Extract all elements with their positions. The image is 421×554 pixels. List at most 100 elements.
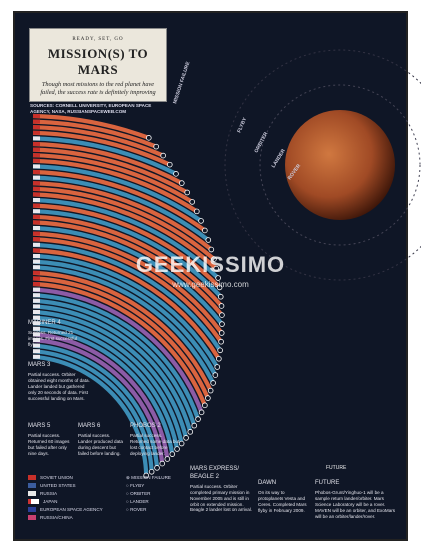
end-marker xyxy=(216,284,223,291)
band xyxy=(32,192,218,271)
end-marker xyxy=(179,180,185,186)
end-marker xyxy=(169,451,176,457)
flag xyxy=(33,237,40,242)
end-marker xyxy=(153,143,159,150)
legend-item: SOVIET UNION xyxy=(40,475,73,480)
flag xyxy=(33,287,40,292)
legend-item: ROVER xyxy=(130,507,147,512)
end-marker xyxy=(189,199,196,205)
orbit xyxy=(259,84,421,246)
future-label: FUTURE xyxy=(326,465,347,471)
band xyxy=(32,203,222,289)
flag xyxy=(33,310,40,314)
annotation: MARS EXPRESS/ BEAGLE 2 Partial success. O… xyxy=(190,466,254,513)
end-marker xyxy=(187,429,194,435)
band xyxy=(32,281,207,407)
band xyxy=(32,231,224,335)
annotation-title: MARS 5 xyxy=(28,423,51,429)
end-marker xyxy=(202,402,208,409)
legend-item: JAPAN xyxy=(43,499,58,504)
legend-item: UNITED STATES xyxy=(40,483,76,488)
annotation: MARS 5 Partial success. Returned 60 image… xyxy=(28,423,72,457)
annotation: MARINER 4 Success. Returned 21 images. Fi… xyxy=(28,320,86,348)
annotation-title: PHOBOS 2 xyxy=(130,423,161,429)
flag xyxy=(33,181,40,186)
legend-agencies: SOVIET UNION UNITED STATES RUSSIA JAPAN … xyxy=(28,474,103,522)
flag xyxy=(33,209,40,214)
band xyxy=(32,209,223,299)
annotation-text: Partial success. Returned 60 images but … xyxy=(28,432,70,456)
end-marker xyxy=(213,265,220,272)
band xyxy=(32,169,207,233)
band xyxy=(32,332,170,460)
band xyxy=(32,158,198,214)
annotation-text: Partial success. Orbiter obtained eight … xyxy=(28,371,90,401)
end-marker xyxy=(211,256,217,262)
annotation: MARS 6 Partial success. Lander produced d… xyxy=(78,423,124,457)
legend-item: MISSION FAILURE xyxy=(131,475,171,480)
end-marker xyxy=(217,293,224,300)
flag xyxy=(33,231,40,236)
end-marker xyxy=(210,380,216,386)
band xyxy=(32,293,201,420)
band xyxy=(32,354,149,476)
annotation-title: MARINER 4 xyxy=(28,320,61,326)
flag xyxy=(33,242,40,247)
band xyxy=(32,337,165,464)
flag xyxy=(33,153,40,158)
end-marker xyxy=(217,347,223,354)
band xyxy=(32,242,222,352)
legend-item: RUSSIA/CHINA xyxy=(40,515,73,520)
legend-types: ⊗ MISSION FAILURE ○ FLYBY ○ ORBITER ○ LA… xyxy=(126,475,171,512)
annotation: FUTURE Phobos-Grunt/Yinghuo-1 will be a s… xyxy=(315,480,397,520)
flag xyxy=(33,304,40,309)
end-marker xyxy=(195,416,201,422)
flag xyxy=(33,158,40,163)
flag xyxy=(33,220,40,225)
annotation-title: MARS 6 xyxy=(78,423,101,429)
end-marker xyxy=(146,135,152,141)
end-marker xyxy=(212,372,219,378)
kicker: READY, SET, GO xyxy=(72,37,124,42)
flag xyxy=(33,142,40,146)
annotation-text: Success. Returned 21 images. First succe… xyxy=(28,329,78,347)
flag xyxy=(33,293,40,298)
annotation: DAWN On its way to protoplanets Vesta and… xyxy=(258,480,310,514)
flag xyxy=(33,254,40,258)
flag xyxy=(33,332,40,337)
band xyxy=(32,220,224,317)
band xyxy=(32,326,175,455)
band xyxy=(32,197,220,280)
band xyxy=(32,130,171,167)
flag xyxy=(33,170,40,174)
flag xyxy=(33,270,40,275)
end-marker xyxy=(194,208,200,215)
legend-item: EUROPEAN SPACE AGENCY xyxy=(40,507,103,512)
flag xyxy=(33,326,40,331)
band xyxy=(32,119,157,149)
end-marker xyxy=(166,161,173,168)
end-marker xyxy=(205,237,212,243)
band xyxy=(32,343,160,469)
band xyxy=(32,315,184,445)
end-marker xyxy=(205,395,211,401)
annotation-text: Partial success. Returned some data but … xyxy=(130,432,180,456)
end-marker xyxy=(164,456,171,462)
band xyxy=(32,321,180,450)
band xyxy=(32,186,216,261)
end-marker xyxy=(178,440,185,447)
flag xyxy=(33,338,40,342)
end-marker xyxy=(198,218,204,224)
flag xyxy=(33,354,40,359)
flag xyxy=(33,248,40,253)
annotation-text: Partial success. Orbiter completed prima… xyxy=(190,483,253,513)
band xyxy=(32,309,189,439)
flag xyxy=(33,349,40,354)
flag xyxy=(33,114,40,118)
annotation: MARS 3 Partial success. Orbiter obtained … xyxy=(28,362,90,402)
annotation-text: Phobos-Grunt/Yinghuo-1 will be a sample … xyxy=(315,489,396,519)
sources: SOURCES: CORNELL UNIVERSITY, EUROPEAN SP… xyxy=(30,103,152,114)
end-marker xyxy=(219,312,225,318)
band xyxy=(32,265,216,384)
